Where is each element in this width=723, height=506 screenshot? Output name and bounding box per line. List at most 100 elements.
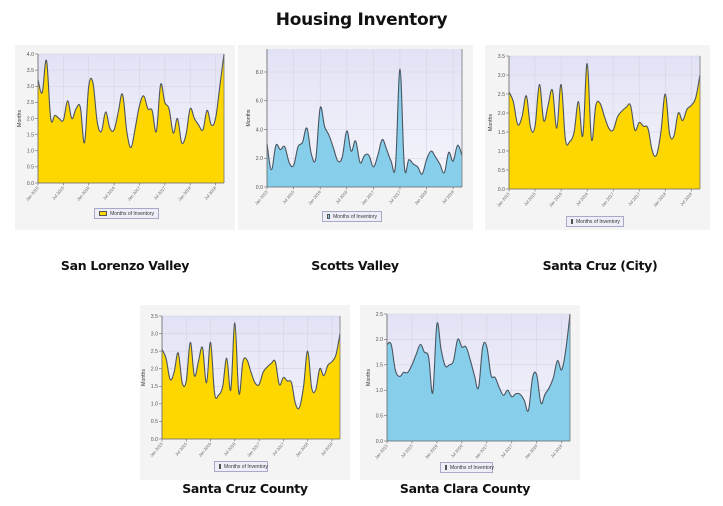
chart-svg: 0.0 0.5 1.0 1.5 2.0 2.5 3.0 3.5 Jan 2015 Jul 2015… [141,314,341,458]
x-tick-label: Jan 2016 [307,189,322,206]
x-tick-label: Jan 2018 [177,185,192,202]
y-axis-label: Months [246,109,252,126]
y-axis-label: Months [366,369,372,386]
y-tick-label: 3.0 [498,73,505,79]
legend-label: Months of Inventory [110,210,154,217]
page-title: Housing Inventory [275,10,448,30]
legend: Months of Inventory [94,208,159,219]
chart-svg: 0.0 0.5 1.0 1.5 2.0 2.5 3.0 3.5 Jan 2015 Jul 2015… [488,54,701,208]
y-tick-label: 1.5 [151,384,158,390]
caption-santa-clara-county: Santa Clara County [399,481,531,496]
y-tick-label: 1.0 [151,402,158,408]
legend: Months of Inventory [566,216,624,227]
legend-swatch [445,465,447,470]
legend-label: Months of Inventory [576,218,620,225]
area-fill [509,63,700,189]
x-tick-label: Jul 2016 [102,185,116,201]
x-tick-label: Jul 2015 [523,191,537,207]
y-tick-label: 2.5 [376,312,383,318]
x-tick-label: Jan 2016 [548,191,563,208]
legend-label: Months of Inventory [450,464,494,471]
y-tick-label: 4.0 [27,52,34,58]
legend-label: Months of Inventory [224,463,268,470]
x-tick-label: Jan 2017 [126,185,141,202]
legend: Months of Inventory [440,462,494,473]
y-tick-label: 0.0 [498,187,505,193]
caption-santa-cruz-city: Santa Cruz (City) [542,258,658,273]
x-tick-label: Jan 2016 [76,185,91,202]
x-tick-label: Jan 2018 [524,443,539,460]
x-tick-label: Jul 2016 [223,441,237,457]
x-tick-label: Jan 2015 [149,441,164,458]
y-tick-label: 0.0 [376,439,383,445]
y-tick-label: 2.5 [498,92,505,98]
y-tick-label: 0.5 [376,413,383,419]
area-fill [38,54,224,183]
caption-san-lorenzo-valley: San Lorenzo Valley [60,258,190,273]
y-tick-label: 4.0 [256,127,263,133]
legend: Months of Inventory [322,211,382,222]
chart-santa-clara-county: 0.0 0.5 1.0 1.5 2.0 2.5 Jan 2015 Jul 2015 Jan 20… [360,305,580,480]
chart-svg: 0.0 0.5 1.0 1.5 2.0 2.5 Jan 2015 Jul 2015 Jan 20… [366,312,571,460]
y-tick-label: 2.0 [27,116,34,122]
x-tick-label: Jul 2016 [575,191,589,207]
x-tick-label: Jul 2017 [271,441,285,457]
series-line [508,63,701,157]
legend-swatch [99,211,108,216]
x-tick-label: Jul 2015 [51,185,65,201]
y-tick-label: 0.0 [151,437,158,443]
y-tick-label: 2.0 [151,367,158,373]
x-tick-label: Jan 2017 [360,189,375,206]
chart-scotts-valley: 0.0 2.0 4.0 6.0 8.0 Jan 2015 Jul 2015 Jan 2016 J… [238,45,473,230]
series-line [37,53,225,149]
y-tick-label: 1.0 [498,149,505,155]
y-tick-label: 0.5 [27,165,34,171]
y-tick-label: 3.0 [151,331,158,337]
y-tick-label: 3.5 [151,314,158,320]
y-tick-label: 2.0 [498,111,505,117]
legend-swatch [571,219,573,224]
y-tick-label: 0.5 [151,419,158,425]
x-tick-label: Jul 2016 [450,443,464,459]
legend: Months of Inventory [214,461,268,472]
y-tick-label: 0.5 [498,168,505,174]
legend-swatch [219,464,221,469]
x-tick-label: Jan 2017 [246,441,261,458]
y-tick-label: 6.0 [256,99,263,105]
legend-label: Months of Inventory [333,213,377,220]
y-tick-label: 1.5 [376,363,383,369]
x-tick-label: Jul 2015 [281,189,295,205]
y-tick-label: 8.0 [256,70,263,76]
y-tick-label: 1.0 [376,388,383,394]
y-axis-label: Months [17,110,23,127]
x-tick-label: Jul 2018 [679,191,693,207]
x-tick-label: Jan 2015 [254,189,269,206]
y-tick-label: 0.0 [256,185,263,191]
x-tick-label: Jul 2017 [627,191,641,207]
chart-san-lorenzo-valley: 0.0 0.5 1.0 1.5 2.0 2.5 3.0 3.5 4.0 Jan 2015 Jul 2… [15,45,235,230]
x-tick-label: Jan 2015 [496,191,511,208]
series-line [386,313,571,412]
x-tick-label: Jul 2018 [320,441,334,457]
y-tick-label: 2.0 [376,337,383,343]
y-tick-label: 3.5 [498,54,505,60]
x-tick-label: Jan 2015 [25,185,40,202]
area-fill [387,314,570,441]
legend-swatch [327,214,331,219]
y-tick-label: 2.5 [151,349,158,355]
x-tick-label: Jan 2017 [474,443,489,460]
x-tick-label: Jan 2018 [294,441,309,458]
x-tick-label: Jul 2017 [388,189,402,205]
x-tick-label: Jan 2016 [424,443,439,460]
y-axis-label: Months [488,114,494,131]
caption-santa-cruz-county: Santa Cruz County [182,481,308,496]
area-fill [162,322,340,439]
chart-santa-cruz-county: 0.0 0.5 1.0 1.5 2.0 2.5 3.0 3.5 Jan 2015 Jul 2015… [140,305,350,480]
x-tick-label: Jan 2018 [413,189,428,206]
area-fill [267,69,462,187]
y-tick-label: 2.5 [27,100,34,106]
x-tick-label: Jul 2018 [441,189,455,205]
chart-svg: 0.0 2.0 4.0 6.0 8.0 Jan 2015 Jul 2015 Jan 2016 J… [246,49,463,206]
x-tick-label: Jul 2018 [203,185,217,201]
chart-santa-cruz-city: 0.0 0.5 1.0 1.5 2.0 2.5 3.0 3.5 Jan 2015 Jul 2015… [485,45,710,230]
